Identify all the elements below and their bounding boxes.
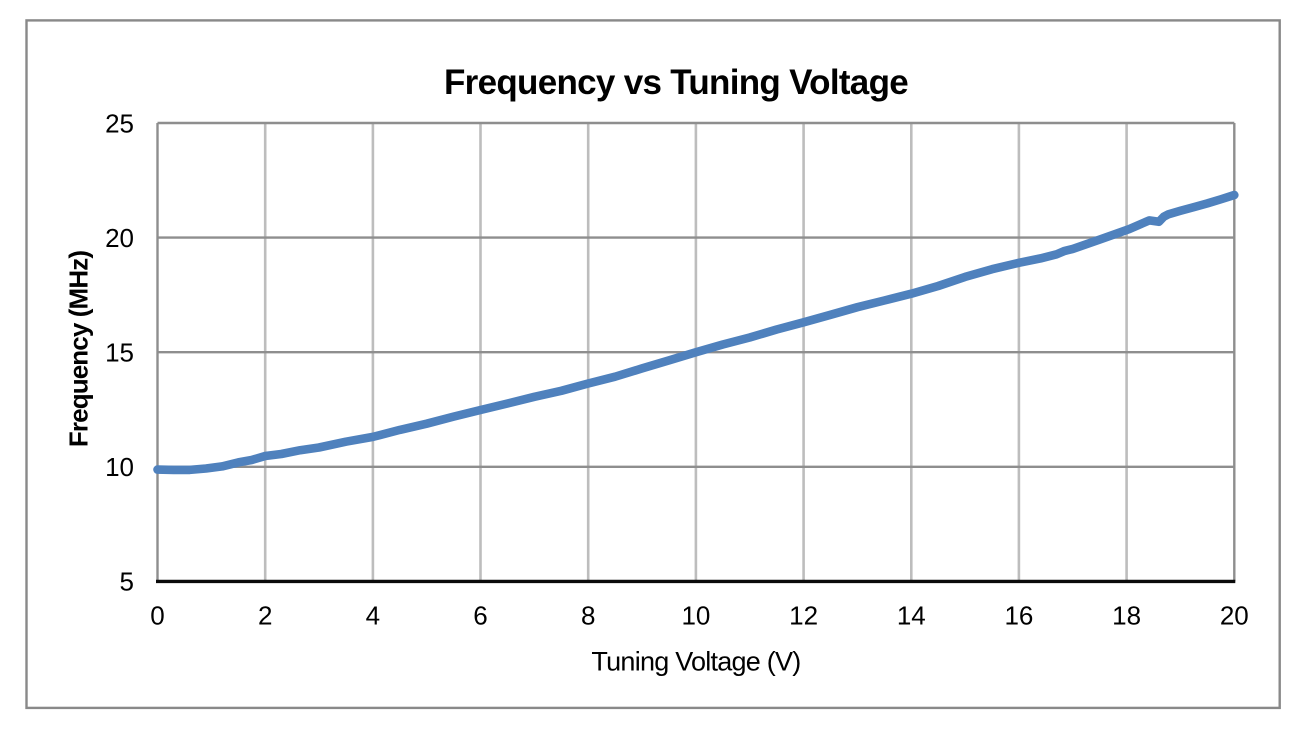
svg-text:10: 10 — [681, 601, 710, 631]
svg-text:Frequency vs Tuning Voltage: Frequency vs Tuning Voltage — [444, 63, 908, 102]
svg-text:5: 5 — [120, 567, 134, 597]
svg-text:Tuning Voltage (V): Tuning Voltage (V) — [591, 647, 800, 677]
svg-text:10: 10 — [105, 452, 134, 482]
svg-text:15: 15 — [105, 338, 134, 368]
svg-text:20: 20 — [1220, 601, 1249, 631]
svg-text:18: 18 — [1112, 601, 1141, 631]
svg-text:2: 2 — [258, 601, 272, 631]
svg-text:25: 25 — [105, 108, 134, 138]
svg-text:16: 16 — [1004, 601, 1033, 631]
svg-text:20: 20 — [105, 223, 134, 253]
svg-text:14: 14 — [897, 601, 926, 631]
svg-text:0: 0 — [150, 601, 164, 631]
svg-text:6: 6 — [473, 601, 487, 631]
svg-text:8: 8 — [581, 601, 595, 631]
svg-text:Frequency (MHz): Frequency (MHz) — [64, 251, 94, 447]
svg-text:12: 12 — [789, 601, 818, 631]
svg-text:4: 4 — [366, 601, 380, 631]
